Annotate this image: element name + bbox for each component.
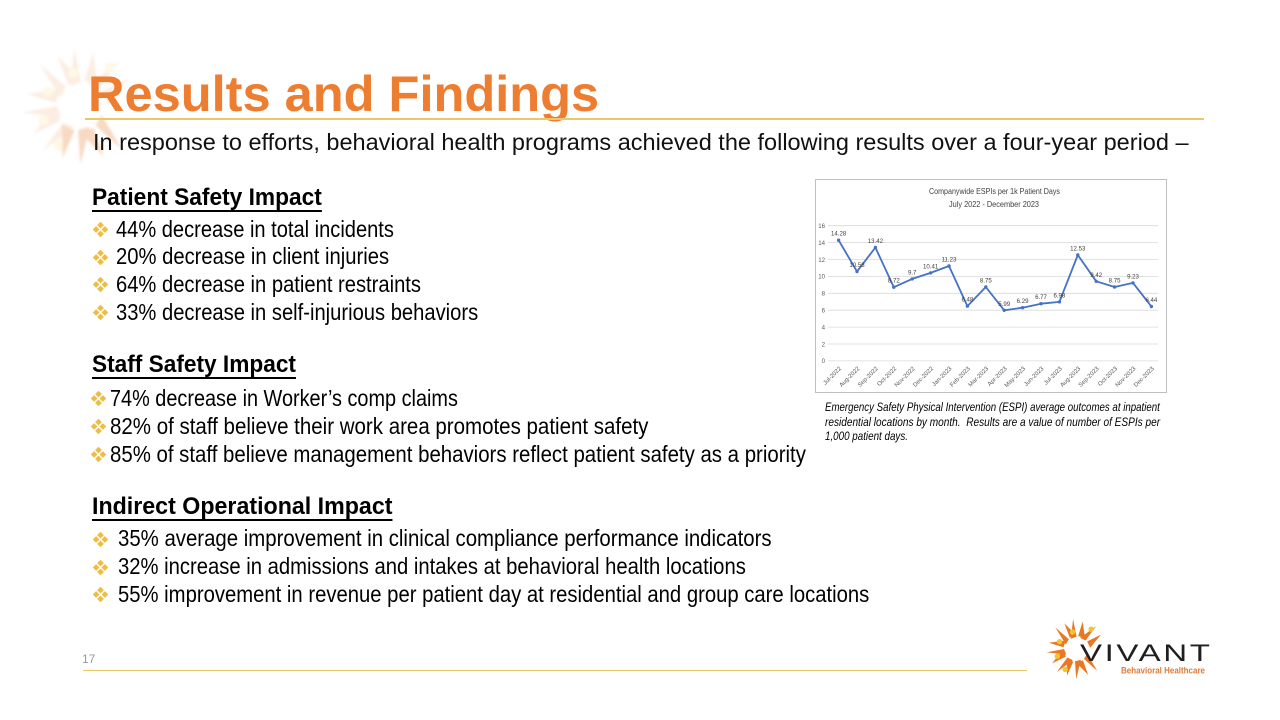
svg-text:Behavioral Healthcare: Behavioral Healthcare <box>1121 666 1205 676</box>
svg-text:10.41: 10.41 <box>923 263 939 270</box>
svg-text:VIVANT: VIVANT <box>1080 640 1210 667</box>
svg-text:16: 16 <box>818 223 825 230</box>
svg-text:6.77: 6.77 <box>1035 294 1047 301</box>
svg-text:12: 12 <box>818 257 825 264</box>
svg-text:6.29: 6.29 <box>1017 298 1029 305</box>
svg-text:July 2022 - December 2023: July 2022 - December 2023 <box>949 199 1039 209</box>
svg-text:6.44: 6.44 <box>1145 297 1157 304</box>
svg-text:9.7: 9.7 <box>908 269 917 276</box>
svg-text:6: 6 <box>822 308 826 315</box>
svg-text:5.99: 5.99 <box>998 301 1010 308</box>
svg-text:9.42: 9.42 <box>1090 272 1102 279</box>
svg-text:14.28: 14.28 <box>831 231 847 238</box>
svg-text:13.42: 13.42 <box>868 238 884 245</box>
svg-text:Companywide ESPIs per 1k Patie: Companywide ESPIs per 1k Patient Days <box>929 186 1060 196</box>
svg-text:8: 8 <box>822 291 826 298</box>
svg-text:10.58: 10.58 <box>849 262 865 269</box>
svg-text:12.53: 12.53 <box>1070 246 1086 253</box>
svg-text:9.23: 9.23 <box>1127 273 1139 280</box>
svg-text:10: 10 <box>818 274 825 281</box>
svg-text:14: 14 <box>818 240 825 247</box>
svg-text:4: 4 <box>822 324 826 331</box>
svg-text:2: 2 <box>822 341 826 348</box>
svg-text:8.75: 8.75 <box>980 278 992 285</box>
svg-text:6.98: 6.98 <box>1053 292 1065 299</box>
svg-text:8.72: 8.72 <box>888 278 900 285</box>
svg-text:6.48: 6.48 <box>961 297 973 304</box>
svg-text:11.23: 11.23 <box>942 257 957 264</box>
svg-text:8.75: 8.75 <box>1109 278 1121 285</box>
svg-text:0: 0 <box>822 358 826 365</box>
